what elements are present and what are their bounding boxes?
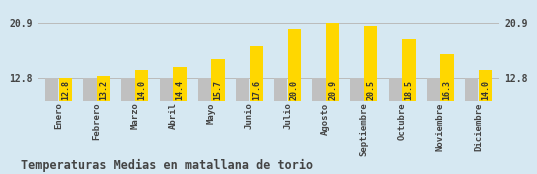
Bar — [478, 70, 492, 166]
Bar — [159, 78, 173, 166]
Bar — [427, 78, 440, 166]
Bar — [212, 59, 225, 166]
Text: 16.3: 16.3 — [442, 80, 452, 100]
Bar — [402, 39, 416, 166]
Text: 20.0: 20.0 — [290, 80, 299, 100]
Text: 15.7: 15.7 — [214, 80, 223, 100]
Bar — [236, 78, 249, 166]
Text: 14.0: 14.0 — [137, 80, 146, 100]
Text: 17.6: 17.6 — [252, 80, 261, 100]
Text: 14.4: 14.4 — [176, 80, 184, 100]
Text: 14.0: 14.0 — [481, 80, 490, 100]
Bar — [440, 54, 454, 166]
Bar — [83, 78, 97, 166]
Bar — [288, 29, 301, 166]
Text: 13.2: 13.2 — [99, 80, 108, 100]
Bar — [465, 78, 478, 166]
Bar — [97, 76, 110, 166]
Bar — [173, 68, 187, 166]
Text: 12.8: 12.8 — [61, 80, 70, 100]
Bar — [121, 78, 135, 166]
Bar — [389, 78, 402, 166]
Text: Temperaturas Medias en matallana de torio: Temperaturas Medias en matallana de tori… — [21, 159, 314, 172]
Bar — [45, 78, 59, 166]
Bar — [364, 26, 378, 166]
Bar — [59, 78, 72, 166]
Bar — [350, 78, 364, 166]
Bar — [135, 70, 148, 166]
Text: 18.5: 18.5 — [404, 80, 413, 100]
Bar — [326, 23, 339, 166]
Text: 20.5: 20.5 — [366, 80, 375, 100]
Bar — [198, 78, 211, 166]
Text: 20.9: 20.9 — [328, 80, 337, 100]
Bar — [274, 78, 287, 166]
Bar — [250, 46, 263, 166]
Bar — [312, 78, 325, 166]
